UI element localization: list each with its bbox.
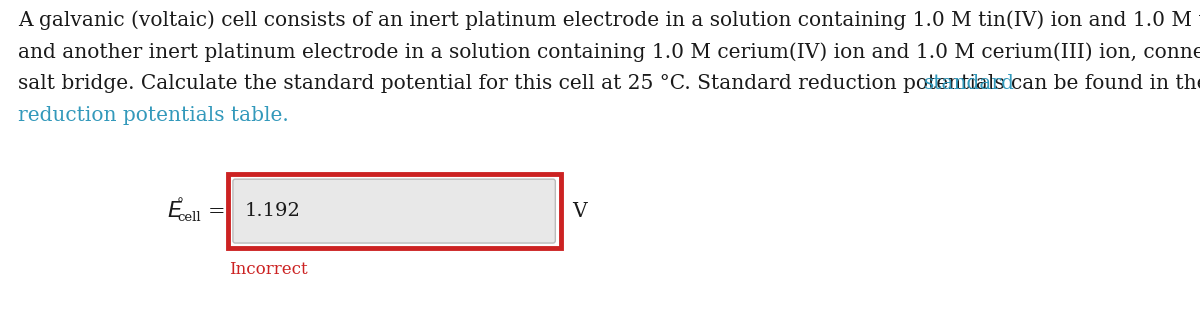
- Text: standard: standard: [924, 74, 1015, 93]
- Text: V: V: [572, 202, 587, 221]
- Text: =: =: [208, 202, 224, 221]
- FancyBboxPatch shape: [228, 174, 560, 248]
- Text: $E$: $E$: [167, 200, 184, 222]
- Text: A galvanic (voltaic) cell consists of an inert platinum electrode in a solution : A galvanic (voltaic) cell consists of an…: [18, 10, 1200, 30]
- Text: Incorrect: Incorrect: [229, 261, 307, 278]
- Text: cell: cell: [178, 211, 200, 224]
- Text: °: °: [178, 197, 184, 211]
- Text: and another inert platinum electrode in a solution containing 1.0 M cerium(IV) i: and another inert platinum electrode in …: [18, 42, 1200, 62]
- Text: 1.192: 1.192: [245, 202, 300, 220]
- Text: reduction potentials table.: reduction potentials table.: [18, 106, 289, 125]
- FancyBboxPatch shape: [233, 179, 556, 243]
- Text: salt bridge. Calculate the standard potential for this cell at 25 °C. Standard r: salt bridge. Calculate the standard pote…: [18, 74, 1200, 93]
